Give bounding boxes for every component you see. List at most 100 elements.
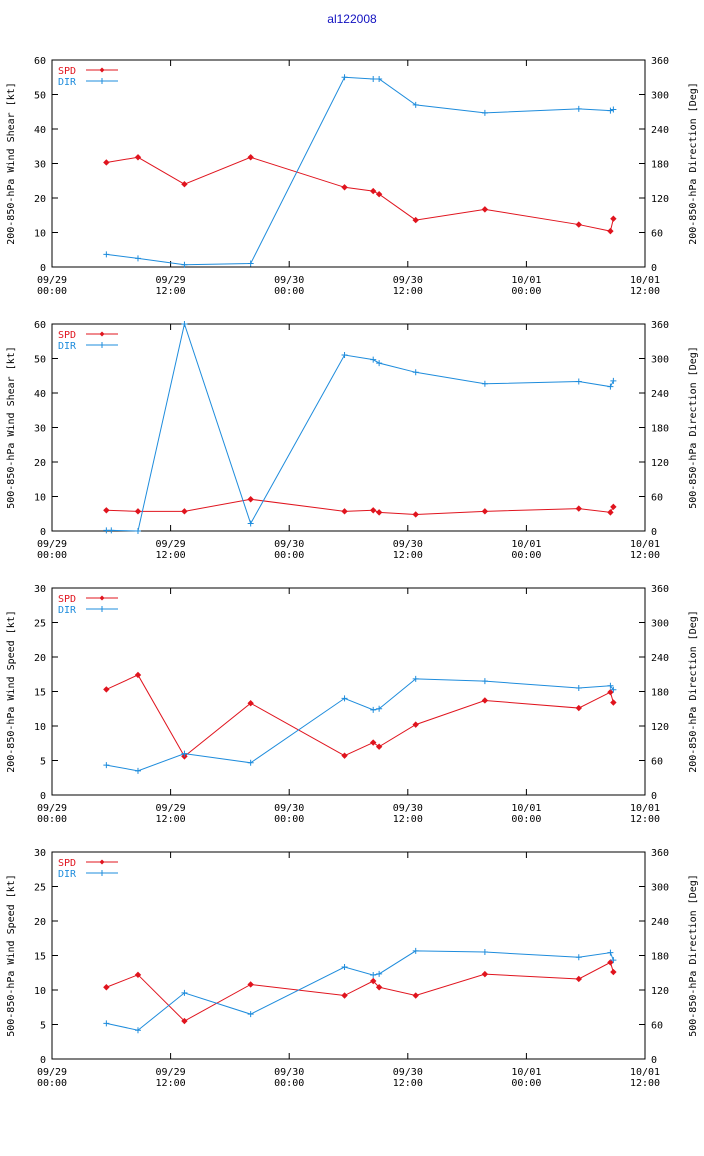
left-tick-label: 20	[34, 917, 46, 928]
data-point-dir	[412, 675, 419, 682]
legend-label-dir: DIR	[58, 77, 77, 88]
data-point-dir	[108, 527, 115, 534]
x-tick-label-date: 10/01	[511, 803, 541, 814]
page-title: al122008	[327, 12, 377, 26]
right-tick-label: 300	[651, 619, 669, 630]
x-tick-label-time: 12:00	[630, 814, 660, 825]
left-tick-label: 0	[40, 263, 46, 274]
x-tick-label-time: 12:00	[393, 550, 423, 561]
data-point-dir	[412, 101, 419, 108]
data-point-dir	[370, 75, 377, 82]
data-point-spd	[181, 508, 188, 515]
data-point-spd	[610, 215, 617, 222]
left-tick-label: 40	[34, 125, 46, 136]
data-point-dir	[247, 1011, 254, 1018]
chart-panel-200-850-shear: 010203040506006012018024030036009/2900:0…	[6, 56, 699, 297]
right-tick-label: 240	[651, 389, 669, 400]
data-point-dir	[607, 383, 614, 390]
x-tick-label-time: 12:00	[630, 286, 660, 297]
data-point-dir	[341, 74, 348, 81]
right-tick-label: 60	[651, 757, 663, 768]
right-tick-label: 120	[651, 722, 669, 733]
y-axis-right-title: 500-850-hPa Direction [Deg]	[688, 346, 699, 509]
data-point-spd	[412, 216, 419, 224]
data-point-spd	[134, 971, 142, 979]
data-point-dir	[134, 1027, 141, 1034]
data-point-dir	[481, 380, 488, 387]
data-point-spd	[607, 227, 614, 235]
x-tick-label-date: 09/29	[37, 539, 67, 550]
right-tick-label: 240	[651, 653, 669, 664]
legend-marker-dir	[99, 342, 105, 348]
series-line-dir	[106, 678, 614, 772]
data-point-spd	[134, 671, 142, 679]
data-point-spd	[134, 154, 142, 161]
x-tick-label-time: 00:00	[37, 286, 67, 297]
legend-marker-spd	[99, 859, 105, 865]
data-point-dir	[247, 260, 254, 267]
left-tick-label: 30	[34, 584, 46, 595]
x-tick-label-time: 00:00	[511, 550, 541, 561]
series-line-dir	[106, 76, 614, 266]
data-point-dir	[341, 352, 348, 359]
data-point-spd	[181, 1017, 188, 1025]
x-tick-label-time: 12:00	[630, 550, 660, 561]
y-axis-left-title: 500-850-hPa Wind Speed [kt]	[6, 874, 17, 1037]
data-point-spd	[103, 507, 110, 514]
right-tick-label: 0	[651, 263, 657, 274]
left-tick-label: 10	[34, 493, 46, 504]
y-axis-right-title: 200-850-hPa Direction [Deg]	[688, 610, 699, 773]
data-point-spd	[575, 505, 582, 512]
series-line-spd	[106, 674, 614, 758]
data-point-spd	[575, 221, 582, 228]
x-tick-label-time: 12:00	[393, 1078, 423, 1089]
right-tick-label: 180	[651, 688, 669, 699]
x-tick-label-time: 12:00	[156, 286, 186, 297]
left-tick-label: 20	[34, 653, 46, 664]
data-point-spd	[341, 508, 348, 515]
data-point-dir	[610, 957, 617, 964]
left-tick-label: 0	[40, 1055, 46, 1066]
y-axis-left-title: 200-850-hPa Wind Shear [kt]	[6, 82, 17, 245]
x-tick-label-date: 09/29	[156, 275, 186, 286]
series-line-dir	[106, 950, 614, 1031]
data-point-dir	[481, 678, 488, 685]
y-axis-left-title: 200-850-hPa Wind Speed [kt]	[6, 610, 17, 773]
data-point-dir	[610, 686, 617, 693]
chart-panel-200-850-speed: 05101520253006012018024030036009/2900:00…	[6, 584, 699, 825]
x-tick-label-date: 09/29	[156, 539, 186, 550]
data-point-dir	[607, 682, 614, 689]
data-point-spd	[375, 190, 383, 198]
left-tick-label: 0	[40, 791, 46, 802]
data-point-spd	[341, 992, 348, 999]
data-point-dir	[370, 972, 377, 979]
data-point-spd	[341, 752, 348, 759]
data-point-spd	[481, 697, 489, 704]
right-tick-label: 300	[651, 91, 669, 102]
left-tick-label: 10	[34, 229, 46, 240]
right-tick-label: 180	[651, 952, 669, 963]
y-axis-right-title: 200-850-hPa Direction [Deg]	[688, 82, 699, 245]
data-point-spd	[247, 700, 254, 707]
data-point-spd	[610, 503, 617, 511]
x-tick-label-date: 09/30	[393, 539, 423, 550]
plot-frame	[51, 323, 646, 532]
right-tick-label: 240	[651, 917, 669, 928]
data-point-spd	[181, 180, 188, 188]
data-point-dir	[575, 954, 582, 961]
right-tick-label: 120	[651, 458, 669, 469]
data-point-dir	[181, 321, 188, 327]
x-tick-label-time: 00:00	[274, 814, 304, 825]
data-point-spd	[481, 206, 489, 213]
data-point-dir	[575, 105, 582, 112]
data-point-spd	[481, 970, 489, 978]
data-point-spd	[607, 509, 614, 516]
left-tick-label: 0	[40, 527, 46, 538]
left-tick-label: 20	[34, 458, 46, 469]
x-tick-label-date: 10/01	[511, 275, 541, 286]
left-tick-label: 40	[34, 389, 46, 400]
x-tick-label-time: 12:00	[156, 814, 186, 825]
data-point-dir	[247, 759, 254, 766]
right-tick-label: 0	[651, 791, 657, 802]
data-point-dir	[370, 706, 377, 713]
